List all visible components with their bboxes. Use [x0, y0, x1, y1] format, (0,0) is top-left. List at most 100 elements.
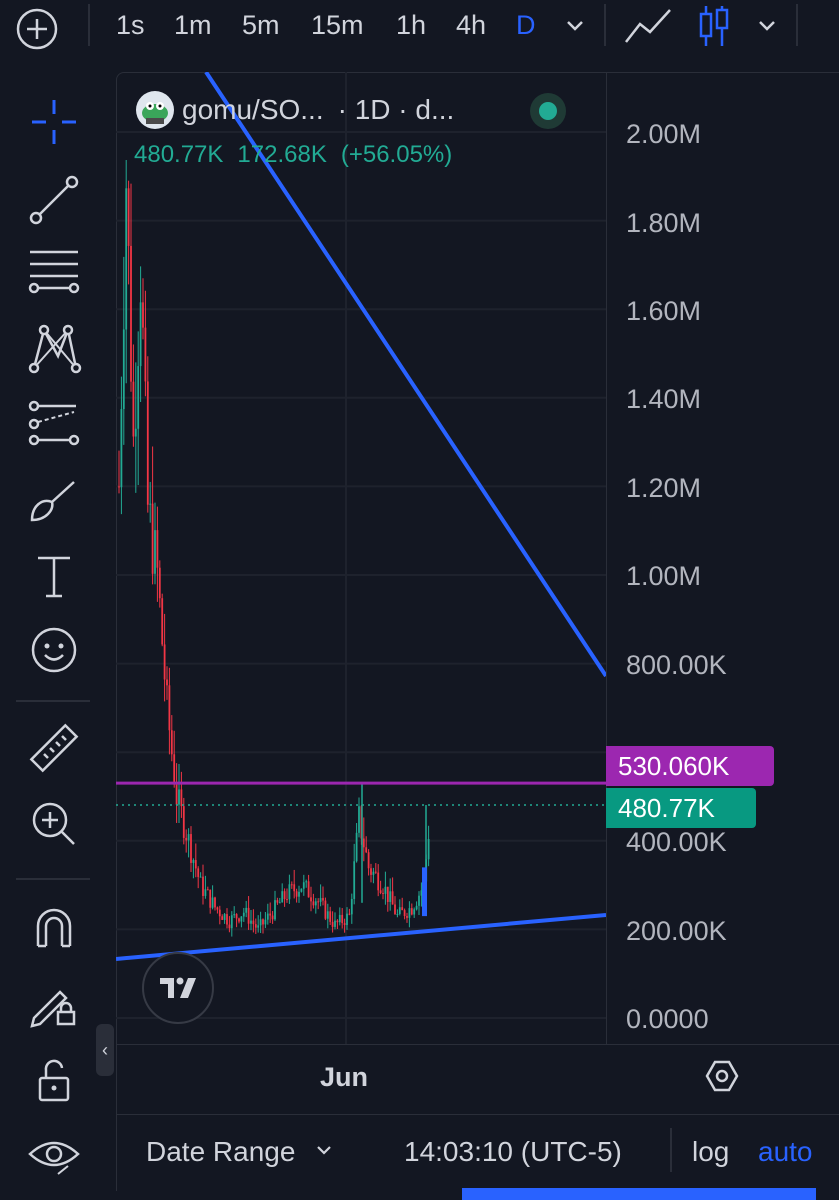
eye-icon[interactable]: [24, 1126, 84, 1186]
candle-body: [187, 834, 190, 841]
price-tick: 0.0000: [626, 1004, 709, 1034]
candle-body: [209, 889, 212, 908]
line-chart-icon[interactable]: [624, 6, 672, 51]
candle-body: [324, 900, 327, 919]
timeframe-15m[interactable]: 15m: [311, 10, 364, 40]
lock-drawing-icon[interactable]: [24, 974, 84, 1034]
collapse-sidebar-button[interactable]: ‹: [96, 1024, 114, 1076]
market-status-icon[interactable]: [530, 93, 566, 129]
drawing-tools-sidebar: [0, 72, 108, 1200]
timeframe-d[interactable]: D: [516, 10, 536, 40]
candle-body: [319, 898, 322, 902]
candle-body: [394, 904, 396, 915]
crosshair-icon[interactable]: [24, 92, 84, 152]
tradingview-logo: [142, 952, 214, 1024]
candle-body: [312, 901, 315, 906]
candle-body: [146, 381, 149, 505]
candle-body: [127, 188, 130, 246]
candle-body: [166, 679, 168, 686]
timeframe-4h[interactable]: 4h: [456, 10, 487, 40]
log-scale-toggle[interactable]: log: [692, 1136, 730, 1167]
timeframe-1s[interactable]: 1s: [116, 10, 145, 40]
candle-body: [228, 924, 231, 929]
pattern-icon[interactable]: [24, 318, 84, 378]
fib-retracement-icon[interactable]: [24, 242, 84, 302]
candle-body: [367, 852, 370, 869]
candle-body: [223, 914, 226, 920]
unlock-icon[interactable]: [24, 1050, 84, 1110]
price-change-legend: 480.77K 172.68K (+56.05%): [134, 141, 452, 169]
candle-body: [144, 327, 147, 382]
candle-body: [240, 916, 243, 922]
emoji-icon[interactable]: [24, 620, 84, 680]
price-tick: 1.40M: [626, 384, 702, 414]
candle-body: [194, 860, 197, 869]
candle-body: [386, 886, 389, 902]
candlestick-chart: [116, 72, 606, 1044]
settings-icon[interactable]: [704, 1058, 740, 1099]
timeframe-chevron-down-icon[interactable]: [564, 14, 586, 41]
candle-body: [211, 897, 214, 908]
candle-body: [314, 901, 317, 906]
top-toolbar: 1s 1m 5m 15m 1h 4h D: [0, 0, 839, 64]
candle-body: [300, 888, 303, 892]
zoom-in-icon[interactable]: [24, 794, 84, 854]
candle-body: [125, 188, 128, 330]
auto-scale-toggle[interactable]: auto: [758, 1136, 813, 1167]
trend-line-icon[interactable]: [24, 170, 84, 230]
brush-icon[interactable]: [24, 470, 84, 530]
price-axis[interactable]: [606, 72, 839, 1044]
sidebar-divider: [16, 878, 90, 880]
date-range-button[interactable]: Date Range: [146, 1136, 296, 1167]
chart-type-chevron-down-icon[interactable]: [756, 14, 778, 41]
price-plot[interactable]: [116, 72, 606, 1044]
candle-body: [158, 567, 161, 599]
candle-body: [413, 909, 416, 915]
time-axis[interactable]: [116, 1044, 839, 1115]
candle-body: [406, 916, 408, 918]
add-icon[interactable]: [14, 6, 60, 57]
symbol-interval-exchange: · 1D · d...: [337, 94, 455, 125]
magnet-icon[interactable]: [24, 898, 84, 958]
timeframe-5m[interactable]: 5m: [242, 10, 280, 40]
candle-body: [350, 898, 353, 915]
candle-body: [334, 920, 336, 927]
candle-body: [154, 530, 156, 574]
candle-body: [396, 913, 399, 915]
ruler-icon[interactable]: [24, 718, 84, 778]
text-tool-icon[interactable]: [24, 546, 84, 606]
candle-body: [288, 884, 291, 900]
candle-body: [341, 914, 344, 924]
candle-body: [346, 913, 348, 926]
candle-body: [281, 891, 284, 903]
symbol-legend[interactable]: gomu/SO... · 1D · d...: [136, 91, 455, 129]
support-trend-line: [116, 913, 606, 961]
candle-body: [377, 872, 380, 891]
candle-body: [329, 911, 332, 922]
candle-body: [379, 890, 382, 893]
candle-body: [264, 919, 267, 925]
date-range-chevron-down-icon[interactable]: [314, 1140, 334, 1165]
forecast-icon[interactable]: [24, 394, 84, 454]
candle-body: [295, 891, 298, 897]
horizontal-level-price-tag: 530.060K: [606, 746, 774, 786]
candle-body: [370, 868, 372, 875]
candle-body: [242, 912, 245, 917]
candle-body: [422, 867, 427, 917]
candle-body: [190, 834, 192, 863]
candle-body: [322, 898, 324, 901]
candle-body: [163, 644, 166, 680]
candle-body: [130, 245, 132, 382]
price-tick: 400.00K: [626, 827, 727, 857]
candle-body: [168, 685, 171, 731]
candle-body: [175, 784, 178, 805]
current-price-tag: 480.77K: [606, 788, 756, 828]
candles-icon[interactable]: [698, 4, 730, 53]
timeframe-1m[interactable]: 1m: [174, 10, 212, 40]
candle-body: [302, 882, 305, 889]
timeframe-1h[interactable]: 1h: [396, 10, 427, 40]
clock-timezone[interactable]: 14:03:10 (UTC-5): [404, 1136, 622, 1167]
price-tick: 1.00M: [626, 561, 702, 591]
candle-body: [250, 920, 252, 924]
candle-body: [247, 907, 250, 924]
